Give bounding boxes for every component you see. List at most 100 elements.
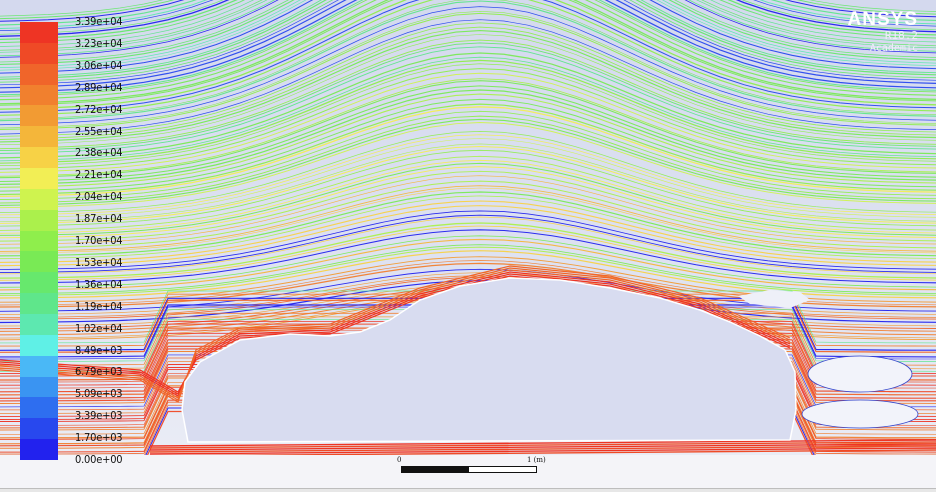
legend-label: 3.23e+04 bbox=[75, 36, 123, 50]
streamline bbox=[0, 134, 936, 216]
streamline bbox=[0, 0, 936, 106]
boundary-layer-line bbox=[0, 271, 791, 397]
streamline bbox=[0, 0, 936, 20]
streamline bbox=[0, 0, 936, 83]
boundary-layer-line bbox=[0, 265, 791, 403]
boundary-layer-line bbox=[0, 269, 791, 399]
streamline bbox=[0, 143, 936, 222]
streamline bbox=[0, 0, 936, 22]
legend-label: 1.87e+04 bbox=[75, 212, 123, 226]
streamline bbox=[0, 185, 936, 252]
streamline bbox=[0, 0, 936, 44]
legend-swatch bbox=[20, 188, 58, 210]
legend-swatch bbox=[20, 22, 58, 43]
streamline bbox=[0, 0, 936, 29]
streamline bbox=[0, 0, 936, 78]
streamline bbox=[0, 0, 936, 113]
legend-swatch bbox=[20, 147, 58, 169]
streamline bbox=[0, 272, 936, 315]
streamline bbox=[0, 131, 936, 213]
scale-left-label: 0 bbox=[397, 456, 402, 464]
scale-track bbox=[401, 466, 537, 473]
streamline bbox=[0, 166, 936, 239]
legend-swatch bbox=[20, 251, 58, 273]
legend-swatch bbox=[20, 84, 58, 106]
floor-streamline bbox=[149, 439, 936, 447]
streamline bbox=[0, 0, 936, 122]
streamline bbox=[0, 200, 936, 263]
scale-fill bbox=[402, 467, 469, 472]
streamline bbox=[0, 0, 936, 65]
streamline bbox=[0, 229, 936, 284]
streamline bbox=[0, 149, 936, 227]
legend-label: 1.02e+04 bbox=[75, 321, 123, 335]
legend-label: 1.70e+03 bbox=[75, 431, 123, 445]
streamline bbox=[0, 145, 936, 224]
brand-name: ANSYS bbox=[847, 9, 918, 30]
streamline bbox=[0, 0, 936, 80]
streamline bbox=[0, 187, 936, 254]
streamline bbox=[0, 0, 936, 86]
streamline bbox=[0, 155, 936, 231]
streamline bbox=[0, 210, 936, 270]
streamline bbox=[0, 46, 936, 154]
streamline bbox=[0, 0, 936, 93]
legend-swatch bbox=[20, 334, 58, 356]
streamline bbox=[0, 89, 936, 186]
streamline bbox=[0, 244, 936, 295]
streamline bbox=[0, 191, 936, 257]
streamline bbox=[0, 0, 936, 116]
scale-bar: 0 1 (m) bbox=[395, 456, 555, 476]
streamline bbox=[0, 68, 936, 170]
streamline bbox=[0, 0, 936, 53]
streamline bbox=[0, 6, 936, 126]
legend-swatch bbox=[20, 293, 58, 315]
streamline bbox=[0, 12, 936, 130]
streamline bbox=[0, 205, 936, 267]
streamline bbox=[0, 118, 936, 206]
streamline bbox=[0, 0, 936, 97]
streamline bbox=[0, 214, 936, 274]
streamline bbox=[0, 80, 936, 179]
boundary-layer-line bbox=[0, 273, 791, 395]
streamline bbox=[0, 0, 936, 47]
color-legend-bar bbox=[20, 22, 58, 461]
legend-label: 5.09e+03 bbox=[75, 387, 123, 401]
streamline bbox=[0, 225, 936, 281]
streamline bbox=[0, 22, 936, 137]
legend-swatch bbox=[20, 168, 58, 189]
streamline bbox=[0, 63, 936, 166]
streamline bbox=[0, 0, 936, 31]
streamline bbox=[0, 85, 936, 183]
vortex-lower bbox=[801, 399, 919, 429]
streamline bbox=[0, 138, 936, 218]
legend-swatch bbox=[20, 376, 58, 398]
legend-swatch bbox=[20, 397, 58, 419]
legend-swatch bbox=[20, 126, 58, 148]
streamline bbox=[0, 0, 936, 26]
streamline bbox=[0, 0, 936, 57]
floor-streamline bbox=[149, 443, 936, 451]
streamline bbox=[0, 0, 936, 110]
brand-edition: Academic bbox=[869, 43, 918, 54]
streamline bbox=[0, 0, 936, 58]
color-legend: 3.39e+04 3.23e+04 3.06e+04 2.89e+04 2.72e+04… bbox=[18, 15, 138, 467]
legend-swatch bbox=[20, 439, 58, 461]
legend-swatch bbox=[20, 355, 58, 377]
legend-label: 0.00e+00 bbox=[75, 453, 123, 466]
streamline bbox=[0, 93, 936, 188]
streamline bbox=[0, 59, 936, 164]
streamline bbox=[0, 0, 936, 68]
boundary-layer-line bbox=[0, 267, 791, 401]
streamline bbox=[0, 98, 936, 192]
streamline bbox=[0, 0, 936, 35]
streamline bbox=[0, 180, 936, 249]
streamline bbox=[0, 106, 936, 198]
streamline bbox=[0, 110, 936, 201]
streamline bbox=[0, 0, 936, 37]
streamline bbox=[0, 0, 936, 63]
legend-swatch bbox=[20, 230, 58, 252]
floor-streamline bbox=[149, 447, 936, 455]
